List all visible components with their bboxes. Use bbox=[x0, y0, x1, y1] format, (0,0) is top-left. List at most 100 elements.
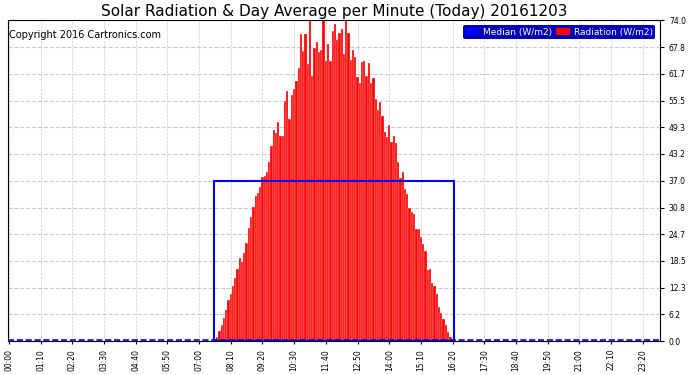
Bar bbox=[413, 214, 415, 341]
Bar bbox=[320, 50, 322, 341]
Bar bbox=[357, 77, 359, 341]
Bar bbox=[279, 136, 282, 341]
Bar bbox=[223, 318, 225, 341]
Bar bbox=[420, 237, 422, 341]
Bar bbox=[246, 243, 248, 341]
Bar bbox=[232, 286, 234, 341]
Bar bbox=[435, 294, 438, 341]
Bar bbox=[417, 229, 420, 341]
Bar bbox=[400, 177, 402, 341]
Bar bbox=[341, 29, 343, 341]
Bar bbox=[239, 258, 241, 341]
Bar bbox=[422, 244, 424, 341]
Bar bbox=[343, 54, 345, 341]
Bar bbox=[216, 337, 218, 341]
Bar bbox=[406, 194, 408, 341]
Bar bbox=[302, 51, 304, 341]
Bar bbox=[243, 254, 246, 341]
Bar bbox=[248, 228, 250, 341]
Bar bbox=[388, 125, 391, 341]
Bar bbox=[404, 189, 406, 341]
Bar bbox=[373, 78, 375, 341]
Bar bbox=[277, 122, 279, 341]
Bar bbox=[315, 42, 318, 341]
Bar bbox=[262, 177, 264, 341]
Bar bbox=[361, 62, 363, 341]
Bar bbox=[445, 325, 447, 341]
Bar bbox=[368, 63, 370, 341]
Bar bbox=[318, 52, 320, 341]
Bar bbox=[322, 20, 325, 341]
Bar bbox=[313, 48, 315, 341]
Bar bbox=[273, 130, 275, 341]
Bar bbox=[228, 300, 230, 341]
Bar bbox=[370, 82, 373, 341]
Bar bbox=[431, 283, 433, 341]
Bar bbox=[347, 33, 350, 341]
Bar bbox=[350, 60, 352, 341]
Bar bbox=[268, 162, 270, 341]
Bar bbox=[257, 194, 259, 341]
Bar bbox=[300, 34, 302, 341]
Bar bbox=[442, 319, 445, 341]
Bar bbox=[259, 187, 262, 341]
Text: Copyright 2016 Cartronics.com: Copyright 2016 Cartronics.com bbox=[9, 30, 161, 40]
Bar bbox=[284, 101, 286, 341]
Bar bbox=[331, 32, 334, 341]
Bar bbox=[293, 88, 295, 341]
Bar bbox=[438, 307, 440, 341]
Bar bbox=[391, 142, 393, 341]
Bar bbox=[275, 132, 277, 341]
Bar bbox=[397, 162, 400, 341]
Bar bbox=[411, 213, 413, 341]
Bar bbox=[424, 251, 426, 341]
Bar bbox=[379, 102, 382, 341]
Bar bbox=[250, 217, 253, 341]
Bar bbox=[449, 337, 451, 341]
Bar bbox=[359, 83, 361, 341]
Bar bbox=[214, 181, 454, 341]
Bar bbox=[221, 326, 223, 341]
Bar bbox=[363, 62, 366, 341]
Bar bbox=[415, 229, 417, 341]
Bar bbox=[334, 24, 336, 341]
Bar bbox=[309, 20, 311, 341]
Bar bbox=[306, 64, 309, 341]
Bar bbox=[384, 132, 386, 341]
Bar bbox=[382, 116, 384, 341]
Bar bbox=[393, 136, 395, 341]
Bar bbox=[354, 57, 357, 341]
Bar bbox=[290, 95, 293, 341]
Bar bbox=[288, 119, 290, 341]
Bar bbox=[325, 61, 327, 341]
Bar bbox=[237, 269, 239, 341]
Legend: Median (W/m2), Radiation (W/m2): Median (W/m2), Radiation (W/m2) bbox=[463, 25, 656, 39]
Bar bbox=[352, 50, 354, 341]
Bar bbox=[295, 81, 297, 341]
Bar bbox=[327, 44, 329, 341]
Bar bbox=[234, 278, 237, 341]
Bar bbox=[282, 136, 284, 341]
Bar bbox=[225, 310, 228, 341]
Bar bbox=[447, 332, 449, 341]
Bar bbox=[336, 40, 338, 341]
Bar bbox=[426, 270, 429, 341]
Bar bbox=[408, 208, 411, 341]
Bar bbox=[253, 207, 255, 341]
Title: Solar Radiation & Day Average per Minute (Today) 20161203: Solar Radiation & Day Average per Minute… bbox=[101, 4, 567, 19]
Bar bbox=[297, 68, 300, 341]
Bar bbox=[386, 137, 388, 341]
Bar bbox=[270, 146, 273, 341]
Bar bbox=[433, 286, 435, 341]
Bar bbox=[377, 110, 379, 341]
Bar bbox=[304, 34, 306, 341]
Bar bbox=[311, 76, 313, 341]
Bar bbox=[230, 294, 232, 341]
Bar bbox=[264, 176, 266, 341]
Bar bbox=[366, 75, 368, 341]
Bar bbox=[429, 269, 431, 341]
Bar bbox=[329, 60, 331, 341]
Bar bbox=[266, 172, 268, 341]
Bar bbox=[338, 33, 341, 341]
Bar bbox=[440, 313, 442, 341]
